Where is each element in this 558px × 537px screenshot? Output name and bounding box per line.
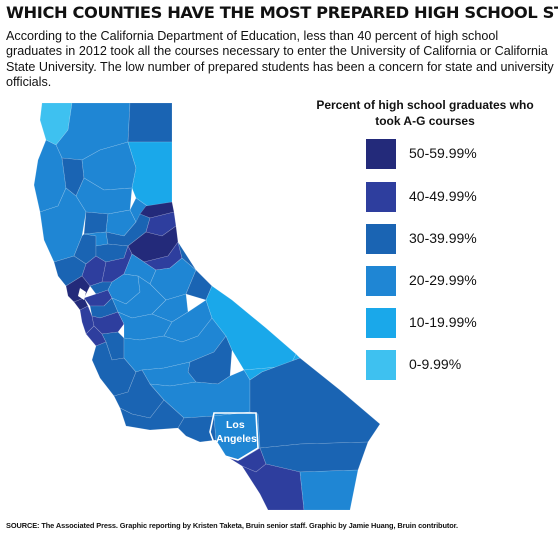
county-modoc: [127, 102, 173, 143]
legend-swatch: [366, 139, 396, 169]
county-mendocino: [39, 187, 87, 263]
county-imperial: [299, 469, 359, 511]
county-san-diego: [241, 463, 305, 511]
bay-water: [78, 288, 86, 300]
legend-label: 20-29.99%: [409, 272, 477, 288]
los-angeles-callout-box: [209, 412, 259, 461]
county-lassen: [127, 141, 173, 209]
los-angeles-label-line2: Angeles: [216, 433, 257, 445]
page-title: WHICH COUNTIES HAVE THE MOST PREPARED HI…: [6, 3, 558, 22]
legend-swatch: [366, 182, 396, 212]
county-glenn: [83, 211, 109, 235]
county-tehama: [75, 177, 133, 215]
los-angeles-label-line1: Los: [226, 419, 245, 431]
legend-swatch: [366, 266, 396, 296]
legend-label: 30-39.99%: [409, 230, 477, 246]
legend-swatch: [366, 350, 396, 380]
legend-title: Percent of high school graduates who too…: [316, 98, 534, 128]
legend-label: 40-49.99%: [409, 188, 477, 204]
county-mariposa: [151, 293, 189, 323]
legend-swatch: [366, 308, 396, 338]
intro-paragraph: According to the California Department o…: [6, 29, 554, 90]
legend-label: 0-9.99%: [409, 356, 462, 372]
legend-swatch: [366, 224, 396, 254]
county-placer: [145, 211, 177, 237]
legend-label: 10-19.99%: [409, 314, 477, 330]
county-san-bernardino: [249, 357, 381, 449]
legend-label: 50-59.99%: [409, 145, 477, 161]
source-credit: SOURCE: The Associated Press. Graphic re…: [6, 521, 458, 530]
